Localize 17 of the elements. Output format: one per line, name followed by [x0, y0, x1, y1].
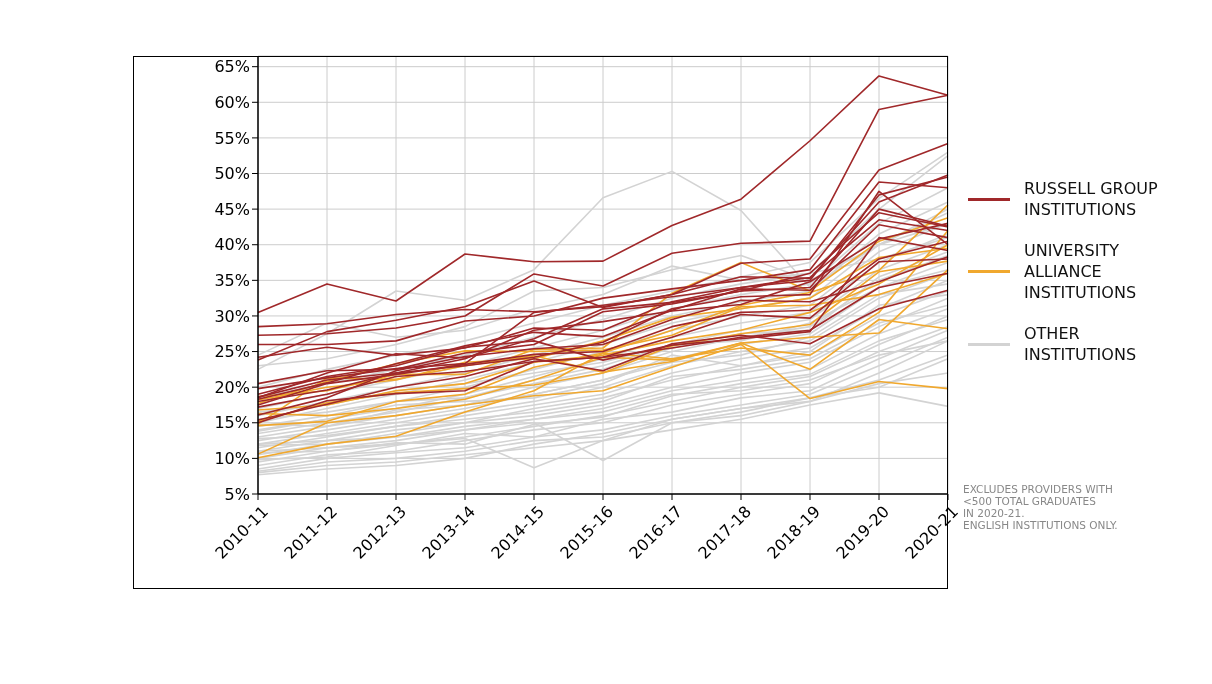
y-tick-label: 40% [214, 235, 250, 255]
legend-label: UNIVERSITY ALLIANCE INSTITUTIONS [1024, 240, 1138, 303]
y-tick-label: 55% [214, 128, 250, 148]
legend-label: OTHER INSTITUTIONS [1024, 323, 1138, 365]
legend-label: RUSSELL GROUP INSTITUTIONS [1024, 178, 1159, 220]
y-tick-label: 35% [214, 271, 250, 291]
y-tick-label: 10% [214, 449, 250, 469]
y-tick-label: 45% [214, 199, 250, 219]
y-tick-label: 50% [214, 164, 250, 184]
y-tick-label: 65% [214, 57, 250, 77]
y-tick-label: 30% [214, 306, 250, 326]
text: EXCLUDES PROVIDERS WITH <500 TOTAL GRADUATES IN 2020-21. ENGLISH INSTITUTIONS ONLY. [963, 483, 1119, 531]
y-tick-label: 60% [214, 92, 250, 112]
y-tick-label: 25% [214, 342, 250, 362]
y-tick-label: 20% [214, 377, 250, 397]
y-tick-label: 5% [224, 484, 250, 504]
y-tick-label: 15% [214, 413, 250, 433]
